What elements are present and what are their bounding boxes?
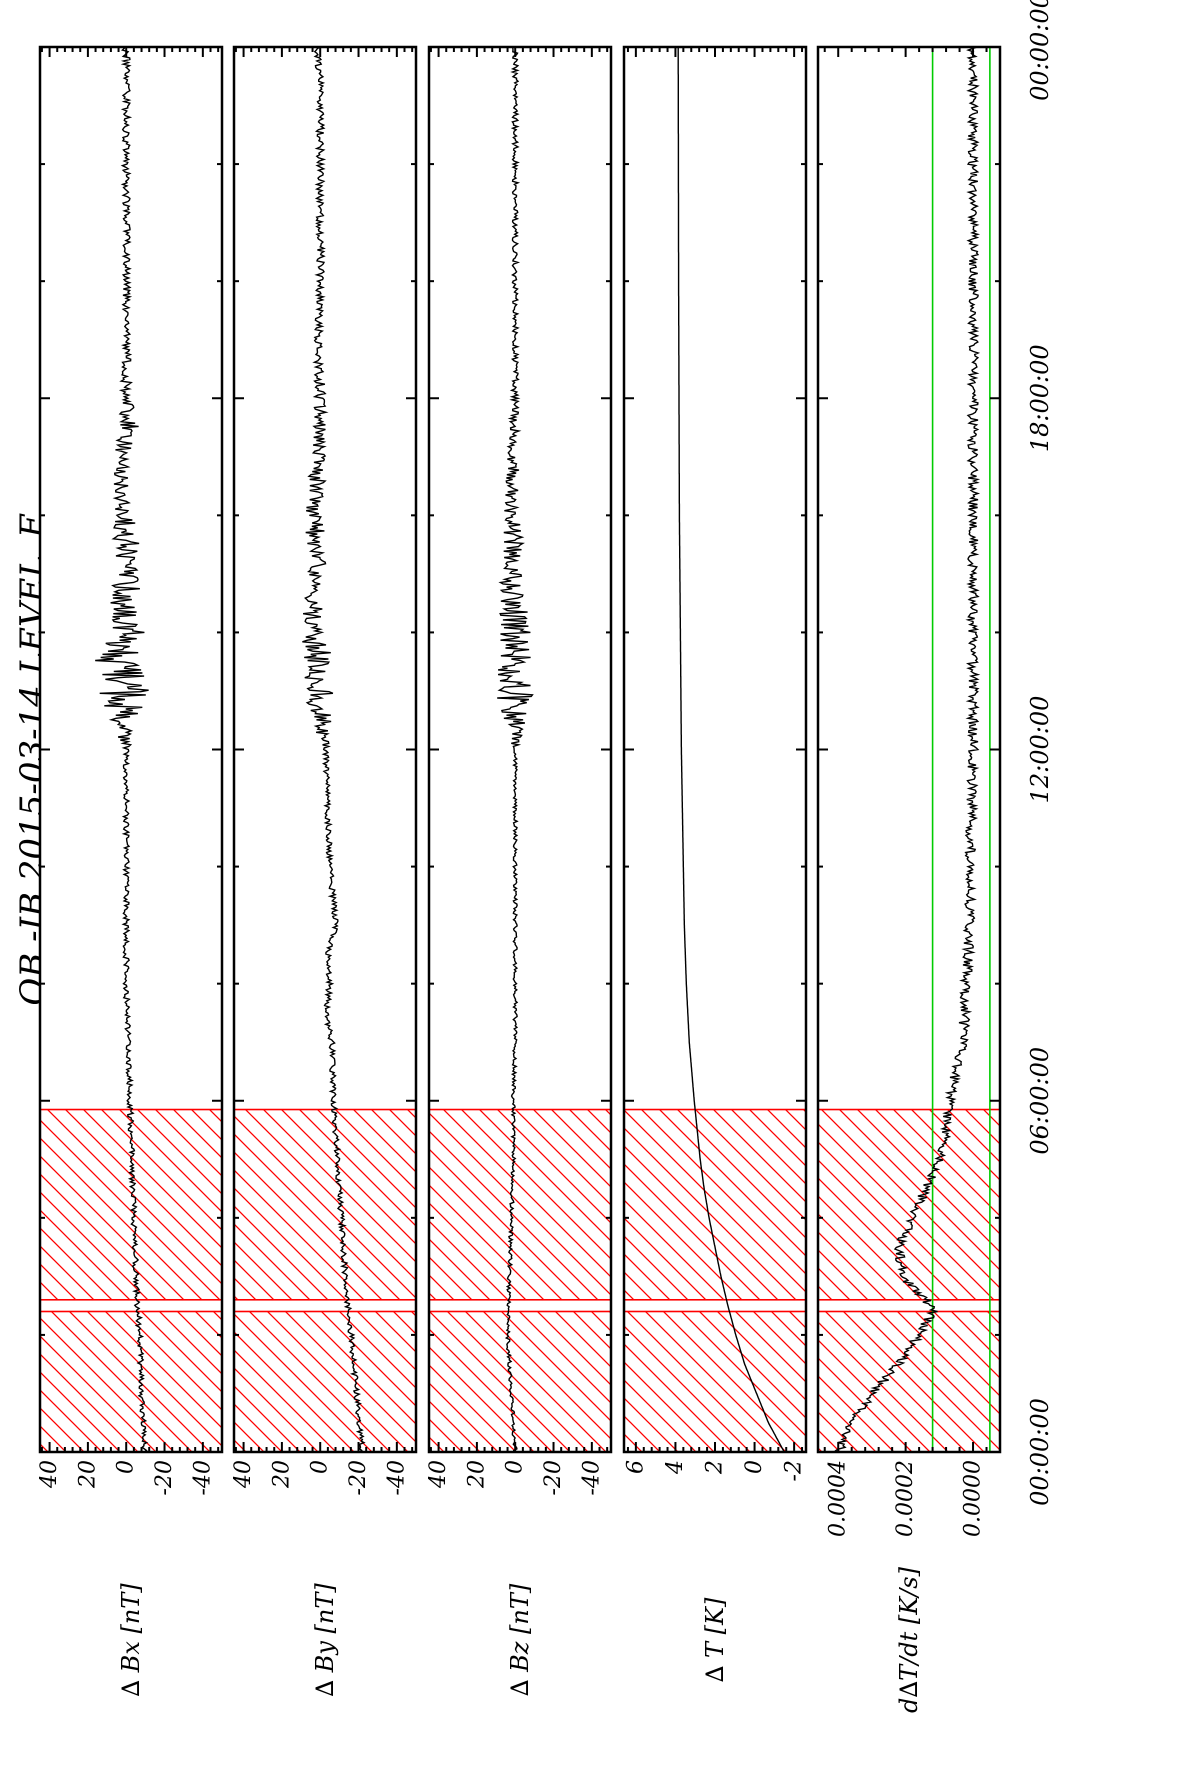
y-axis-label: ∆ Bx [nT] bbox=[117, 1583, 145, 1697]
data-trace bbox=[95, 46, 149, 1453]
panel-5: 0.0004 0.0002 0.0000 d∆T/dt [K/s] bbox=[816, 45, 1002, 1713]
x-tick-label: 12:00:00 bbox=[1026, 696, 1054, 804]
y-tick-label: 0 bbox=[114, 1460, 139, 1474]
y-tick-label: 20 bbox=[464, 1460, 489, 1489]
y-tick-label: 6 bbox=[623, 1460, 648, 1474]
y-tick-label: 40 bbox=[37, 1460, 62, 1489]
shaded-interval bbox=[623, 1310, 807, 1453]
panel-4: 6 4 2 0 -2 ∆ T [K] bbox=[622, 45, 808, 1682]
y-tick-label: -20 bbox=[346, 1460, 371, 1495]
y-tick-label: 40 bbox=[231, 1460, 256, 1489]
shaded-interval bbox=[39, 1310, 223, 1453]
y-tick-label: 4 bbox=[663, 1460, 688, 1475]
y-tick-label: -20 bbox=[541, 1460, 566, 1495]
y-tick-label: 0 bbox=[742, 1460, 767, 1474]
x-tick-labels: 00:00:00 06:00:00 12:00:00 18:00:00 00:00:00 bbox=[1026, 0, 1054, 1506]
data-trace bbox=[833, 46, 981, 1453]
data-trace bbox=[677, 47, 785, 1453]
shaded-interval bbox=[428, 1310, 612, 1453]
shaded-interval bbox=[623, 1108, 807, 1301]
shaded-interval bbox=[39, 1108, 223, 1301]
panel-3: 40 20 0 -20 -40 ∆ Bz [nT] bbox=[426, 45, 613, 1696]
x-tick-label: 18:00:00 bbox=[1026, 344, 1054, 452]
y-tick-label: 20 bbox=[75, 1460, 100, 1489]
y-tick-label: 0.0000 bbox=[961, 1460, 986, 1537]
y-tick-label: 40 bbox=[426, 1460, 451, 1489]
panel-2: 40 20 0 -20 -40 ∆ By [nT] bbox=[231, 45, 418, 1697]
y-axis-label: ∆ Bz [nT] bbox=[506, 1583, 534, 1696]
y-tick-label: 0.0004 bbox=[826, 1460, 851, 1537]
y-tick-label: -40 bbox=[384, 1460, 409, 1495]
x-tick-label: 00:00:00 bbox=[1026, 0, 1054, 101]
y-tick-label: 0 bbox=[308, 1460, 333, 1474]
y-tick-label: -40 bbox=[190, 1460, 215, 1495]
y-tick-label: -40 bbox=[579, 1460, 604, 1495]
y-axis-label: ∆ By [nT] bbox=[311, 1583, 339, 1697]
y-tick-label: 2 bbox=[703, 1460, 728, 1475]
shaded-interval bbox=[233, 1310, 417, 1453]
y-axis-label: ∆ T [K] bbox=[701, 1597, 729, 1682]
data-trace bbox=[497, 46, 534, 1453]
shaded-interval bbox=[428, 1108, 612, 1301]
shaded-interval bbox=[233, 1108, 417, 1301]
y-tick-label: 0.0002 bbox=[893, 1460, 918, 1537]
data-trace bbox=[302, 46, 366, 1453]
x-tick-label: 00:00:00 bbox=[1026, 1398, 1054, 1506]
y-axis-label: d∆T/dt [K/s] bbox=[895, 1566, 923, 1713]
y-tick-label: 20 bbox=[269, 1460, 294, 1489]
shaded-interval bbox=[817, 1310, 1001, 1453]
shaded-interval bbox=[817, 1108, 1001, 1301]
y-tick-label: 0 bbox=[503, 1460, 528, 1474]
panel-1: 40 20 0 -20 -40 ∆ Bx [nT] bbox=[37, 45, 224, 1697]
panels: 40 20 0 -20 -40∆ Bx [nT]40 20 0 -20 -40∆ By [nT]… bbox=[37, 45, 1002, 1713]
y-tick-label: -2 bbox=[782, 1460, 807, 1481]
y-tick-label: -20 bbox=[152, 1460, 177, 1495]
x-tick-label: 06:00:00 bbox=[1026, 1047, 1054, 1155]
